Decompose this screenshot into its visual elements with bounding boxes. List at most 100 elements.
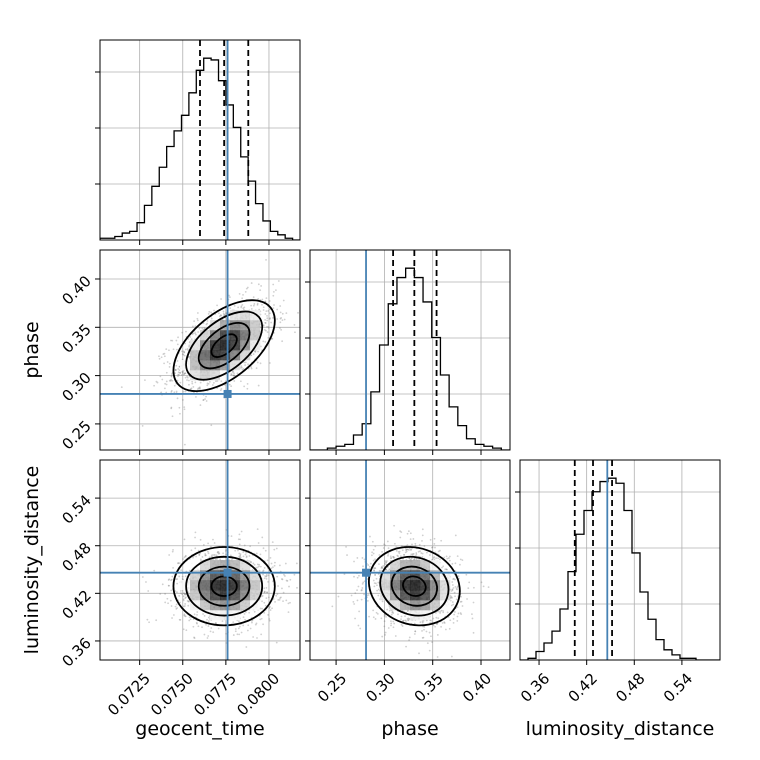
density-cell xyxy=(200,360,211,371)
sample-point xyxy=(181,358,184,361)
sample-point xyxy=(237,538,240,541)
sample-point xyxy=(260,595,263,598)
sample-point xyxy=(391,610,394,613)
sample-point xyxy=(276,308,279,311)
sample-point xyxy=(194,381,197,384)
sample-point xyxy=(372,548,375,551)
sample-point xyxy=(276,593,279,596)
sample-point xyxy=(196,613,198,616)
sample-point xyxy=(215,554,218,557)
sample-point xyxy=(398,550,401,553)
sample-point xyxy=(178,365,181,368)
sample-point xyxy=(452,577,455,580)
sample-point xyxy=(225,632,227,635)
sample-point xyxy=(240,305,243,308)
sample-point xyxy=(426,642,429,645)
sample-point xyxy=(211,554,214,556)
sample-point xyxy=(279,327,281,330)
sample-point xyxy=(378,554,381,556)
sample-point xyxy=(422,636,425,639)
sample-point xyxy=(161,378,164,381)
sample-point xyxy=(183,614,186,617)
sample-point xyxy=(272,290,275,293)
sample-point xyxy=(184,372,187,375)
sample-point xyxy=(407,619,410,622)
sample-point xyxy=(262,340,265,343)
sample-point xyxy=(414,630,417,633)
sample-point xyxy=(431,546,433,549)
density-cell xyxy=(210,560,221,571)
sample-point xyxy=(220,380,223,383)
sample-point xyxy=(414,558,416,560)
sample-point xyxy=(267,310,270,312)
sample-point xyxy=(392,620,395,623)
density-cell xyxy=(250,570,261,581)
sample-point xyxy=(383,620,386,623)
sample-point xyxy=(385,568,387,571)
sample-point xyxy=(264,341,267,343)
sample-point xyxy=(285,312,288,314)
sample-point xyxy=(240,530,243,533)
sample-point xyxy=(452,603,455,606)
density-cell xyxy=(380,570,391,581)
sample-point xyxy=(242,368,245,370)
sample-point xyxy=(413,622,416,625)
sample-point xyxy=(210,627,213,629)
sample-point xyxy=(404,551,407,554)
sample-point xyxy=(205,623,207,626)
truth-marker xyxy=(223,389,232,398)
sample-point xyxy=(377,594,380,597)
sample-point xyxy=(167,602,169,605)
sample-point xyxy=(168,379,171,382)
sample-point xyxy=(374,573,377,576)
sample-point xyxy=(369,562,372,565)
sample-point xyxy=(219,389,222,392)
sample-point xyxy=(204,554,207,557)
density-cell xyxy=(240,350,251,361)
sample-point xyxy=(238,625,241,628)
sample-point xyxy=(265,297,268,300)
sample-point xyxy=(272,307,275,310)
plot-area xyxy=(100,250,300,450)
sample-point xyxy=(246,286,249,289)
sample-point xyxy=(206,322,209,325)
sample-point xyxy=(264,313,267,315)
sample-point xyxy=(222,312,225,315)
sample-point xyxy=(182,371,184,373)
sample-point xyxy=(410,558,413,561)
sample-point xyxy=(398,552,401,555)
sample-point xyxy=(361,582,364,585)
sample-point xyxy=(275,289,277,292)
sample-point xyxy=(190,549,193,552)
sample-point xyxy=(164,382,167,385)
sample-point xyxy=(195,555,197,558)
density-cell xyxy=(420,560,431,571)
sample-point xyxy=(214,554,216,556)
density-cell xyxy=(390,600,401,611)
sample-point xyxy=(241,297,244,300)
sample-point xyxy=(445,568,448,571)
density-cell xyxy=(200,340,211,351)
sample-point xyxy=(183,372,186,375)
sample-point xyxy=(361,587,364,589)
density-cell xyxy=(250,330,261,341)
sample-point xyxy=(247,624,250,627)
sample-point xyxy=(263,611,266,614)
sample-point xyxy=(390,624,392,627)
sample-point xyxy=(390,620,392,623)
sample-point xyxy=(375,582,377,585)
density-cell xyxy=(220,340,231,351)
sample-point xyxy=(261,594,264,597)
sample-point xyxy=(250,282,253,284)
sample-point xyxy=(217,312,220,315)
sample-point xyxy=(197,331,200,333)
sample-point xyxy=(386,608,389,611)
sample-point xyxy=(282,299,285,302)
sample-point xyxy=(175,603,178,606)
sample-point xyxy=(456,615,459,618)
panel-frame xyxy=(309,249,511,451)
sample-point xyxy=(453,591,456,594)
sample-point xyxy=(392,555,395,558)
sample-point xyxy=(387,554,389,557)
sample-point xyxy=(440,539,443,542)
